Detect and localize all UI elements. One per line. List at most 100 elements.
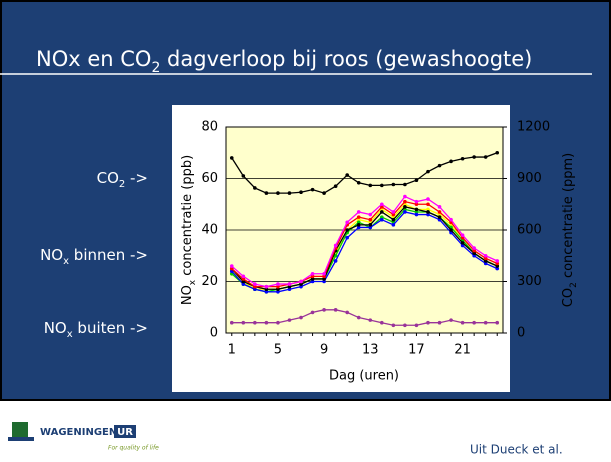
point: [333, 259, 338, 263]
series-line: [231, 152, 498, 194]
logo-icon: [8, 437, 34, 441]
series-line: [231, 195, 498, 288]
point: [276, 320, 280, 325]
point: [437, 163, 442, 168]
point: [310, 271, 315, 276]
point: [333, 308, 338, 312]
point: [380, 217, 384, 222]
point: [253, 284, 257, 289]
point: [299, 315, 303, 320]
point: [495, 266, 500, 271]
point: [276, 290, 280, 294]
point: [495, 150, 500, 155]
point: [356, 180, 361, 185]
point: [426, 202, 430, 207]
point: [460, 233, 465, 237]
point: [437, 212, 442, 217]
point: [241, 174, 246, 178]
point: [299, 279, 303, 284]
point: [287, 284, 292, 289]
point: [414, 212, 419, 217]
point: [264, 191, 269, 195]
y2-tick-label: 1200: [517, 120, 550, 135]
point: [356, 225, 361, 230]
point: [276, 284, 280, 289]
point: [264, 290, 269, 294]
point: [472, 251, 476, 255]
point: [403, 205, 407, 209]
point: [495, 259, 500, 263]
y-tick-label: 80: [201, 120, 218, 135]
point: [229, 320, 234, 325]
point: [276, 287, 280, 292]
point: [391, 223, 396, 227]
point: [426, 207, 430, 212]
point: [426, 212, 430, 217]
point: [368, 223, 373, 227]
point: [460, 320, 465, 325]
point: [356, 210, 361, 214]
y2-tick-label: 600: [517, 223, 542, 238]
point: [449, 217, 453, 222]
point: [241, 282, 246, 286]
point: [310, 274, 315, 279]
point: [426, 320, 430, 325]
point: [437, 320, 442, 325]
point: [356, 215, 361, 219]
y2-tick-label: 300: [517, 274, 542, 289]
side-label: NOx binnen ->: [40, 246, 148, 267]
point: [333, 243, 338, 248]
point: [472, 320, 476, 325]
point: [380, 183, 384, 188]
point: [391, 217, 396, 222]
point: [403, 210, 407, 214]
logo-tagline: For quality of life: [108, 445, 159, 452]
point: [472, 253, 476, 258]
point: [380, 202, 384, 207]
point: [368, 318, 373, 322]
point: [333, 253, 338, 258]
point: [380, 210, 384, 214]
point: [414, 207, 419, 212]
point: [322, 191, 326, 195]
point: [310, 310, 315, 315]
x-tick-label: 13: [362, 343, 379, 358]
point: [229, 156, 234, 160]
point: [322, 271, 326, 276]
point: [403, 199, 407, 204]
logo-ur: UR: [117, 427, 133, 438]
point: [495, 261, 500, 266]
x-tick-label: 5: [274, 343, 282, 358]
point: [322, 279, 326, 284]
point: [460, 243, 465, 248]
point: [264, 284, 269, 289]
point: [368, 225, 373, 230]
y-axis-label: NOx concentratie (ppb): [180, 155, 198, 305]
point: [380, 215, 384, 219]
series-line: [231, 211, 498, 293]
point: [460, 241, 465, 245]
point: [287, 318, 292, 322]
y2-axis-label: CO2 concentratie (ppm): [561, 153, 579, 307]
point: [333, 184, 338, 189]
point: [483, 256, 488, 261]
point: [414, 210, 419, 214]
point: [345, 310, 349, 315]
series-line: [231, 206, 498, 290]
point: [437, 205, 442, 209]
point: [437, 215, 442, 219]
point: [241, 320, 246, 325]
y2-tick-label: 900: [517, 171, 542, 186]
slide-title: NOx en CO2 dagverloop bij roos (gewashoo…: [36, 47, 532, 76]
x-tick-label: 9: [320, 343, 328, 358]
x-axis-label: Dag (uren): [329, 369, 399, 384]
point: [495, 264, 500, 268]
point: [310, 187, 315, 192]
series-line: [231, 200, 498, 288]
point: [426, 197, 430, 201]
point: [345, 173, 349, 177]
point: [472, 155, 476, 159]
point: [403, 323, 407, 328]
credit: Uit Dueck et al.: [470, 443, 563, 457]
